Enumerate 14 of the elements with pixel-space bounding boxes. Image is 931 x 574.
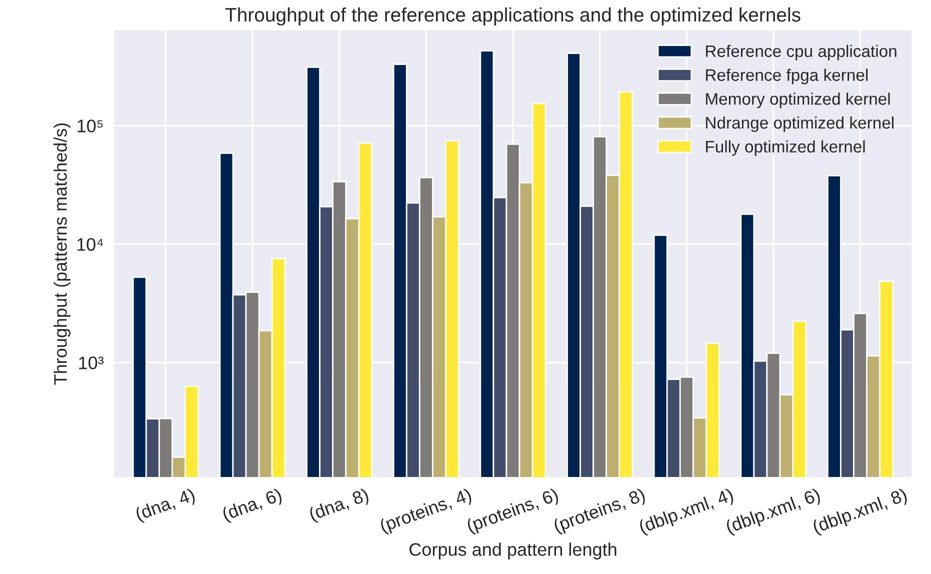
x-tick-label: (dna, 8) [308,488,370,524]
legend-label: Ndrange optimized kernel [706,116,894,132]
legend-label: Reference fpga kernel [706,68,868,84]
x-axis-title: Corpus and pattern length [410,542,616,560]
x-tick-label: (dna, 4) [134,488,197,524]
legend-label: Fully optimized kernel [706,140,865,156]
y-axis-title: Throughput (patterns matched/s) [54,123,70,385]
y-tick-label: 10³ [79,356,104,370]
legend-label: Reference cpu application [706,44,896,60]
chart-title: Throughput of the reference applications and the optimized kernels [225,7,800,26]
legend-label: Memory optimized kernel [706,92,890,108]
y-tick-label: 10⁵ [78,120,103,132]
x-tick-label: (dna, 6) [221,488,284,524]
y-tick-label: 10⁴ [77,238,103,251]
